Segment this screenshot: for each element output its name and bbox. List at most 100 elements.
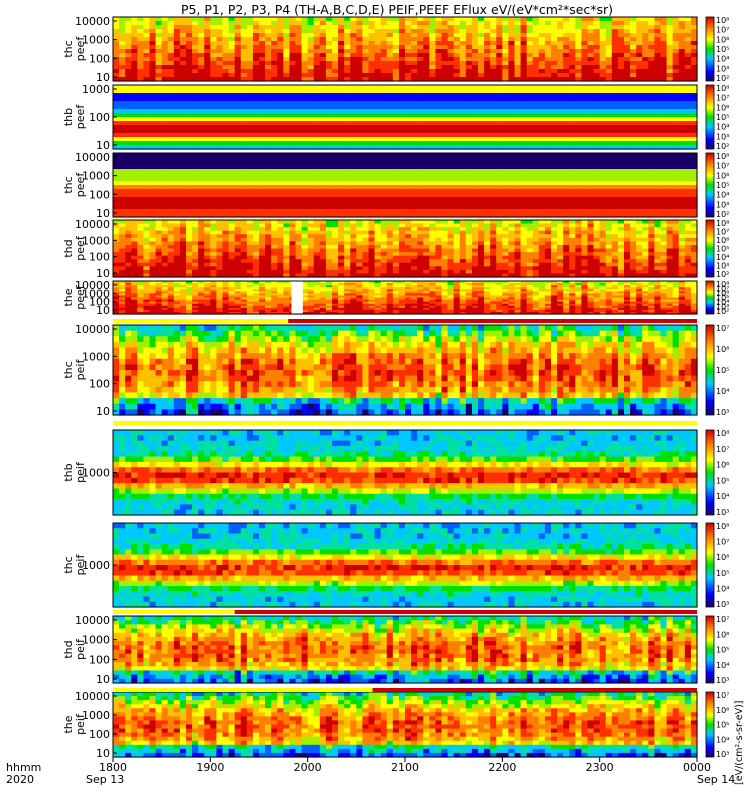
heatmap-cell xyxy=(551,181,558,186)
heatmap-cell xyxy=(563,197,570,202)
heatmap-cell xyxy=(612,193,619,198)
heatmap-cell xyxy=(113,231,120,235)
heatmap-cell xyxy=(399,25,406,30)
heatmap-cell xyxy=(533,181,540,186)
heatmap-cell xyxy=(490,61,497,66)
heatmap-cell xyxy=(399,117,406,122)
heatmap-cell xyxy=(551,153,558,158)
heatmap-cell xyxy=(448,57,455,62)
heatmap-cell xyxy=(277,29,284,34)
heatmap-cell xyxy=(490,129,497,134)
heatmap-cell xyxy=(575,45,582,50)
heatmap-cell xyxy=(575,121,582,126)
heatmap-cell xyxy=(314,153,321,158)
heatmap-cell xyxy=(186,113,193,118)
heatmap-cell xyxy=(143,85,150,90)
heatmap-cell xyxy=(180,193,187,198)
heatmap-cell xyxy=(551,105,558,110)
heatmap-cell xyxy=(393,97,400,102)
heatmap-cell xyxy=(156,45,163,50)
heatmap-cell xyxy=(271,49,278,54)
heatmap-cell xyxy=(283,205,290,210)
heatmap-cell xyxy=(271,73,278,78)
heatmap-cell xyxy=(466,173,473,178)
heatmap-cell xyxy=(423,69,430,74)
heatmap-cell xyxy=(210,93,217,98)
heatmap-cell xyxy=(654,177,661,182)
heatmap-cell xyxy=(648,73,655,78)
heatmap-cell xyxy=(216,227,223,231)
heatmap-cell xyxy=(612,133,619,138)
heatmap-cell xyxy=(442,93,449,98)
heatmap-cell xyxy=(259,165,266,170)
heatmap-cell xyxy=(332,137,339,142)
heatmap-cell xyxy=(277,165,284,170)
heatmap-cell xyxy=(131,245,138,249)
heatmap-cell xyxy=(350,21,357,26)
heatmap-cell xyxy=(563,69,570,74)
heatmap-cell xyxy=(393,137,400,142)
heatmap-cell xyxy=(289,141,296,146)
heatmap-cell xyxy=(527,113,534,118)
heatmap-cell xyxy=(265,205,272,210)
heatmap-cell xyxy=(210,17,217,22)
heatmap-cell xyxy=(375,153,382,158)
heatmap-cell xyxy=(581,61,588,66)
heatmap-cell xyxy=(356,201,363,206)
heatmap-cell xyxy=(636,41,643,46)
heatmap-cell xyxy=(302,193,309,198)
heatmap-cell xyxy=(156,137,163,142)
heatmap-cell xyxy=(332,197,339,202)
heatmap-cell xyxy=(125,185,132,190)
heatmap-cell xyxy=(527,45,534,50)
heatmap-cell xyxy=(241,105,248,110)
heatmap-cell xyxy=(229,109,236,114)
heatmap-cell xyxy=(302,121,309,126)
heatmap-cell xyxy=(654,101,661,106)
heatmap-cell xyxy=(490,93,497,98)
heatmap-cell xyxy=(223,93,230,98)
heatmap-cell xyxy=(362,53,369,58)
heatmap-cell xyxy=(180,209,187,214)
colorbar-tick-label: 10⁸ xyxy=(716,16,729,25)
heatmap-cell xyxy=(606,33,613,38)
heatmap-cell xyxy=(569,189,576,194)
heatmap-cell xyxy=(594,185,601,190)
heatmap-cell xyxy=(624,113,631,118)
heatmap-cell xyxy=(685,105,692,110)
heatmap-cell xyxy=(113,169,120,174)
heatmap-cell xyxy=(521,45,528,50)
heatmap-cell xyxy=(162,129,169,134)
heatmap-cell xyxy=(648,185,655,190)
heatmap-cell xyxy=(654,129,661,134)
heatmap-cell xyxy=(223,256,230,260)
heatmap-cell xyxy=(600,197,607,202)
heatmap-cell xyxy=(223,121,230,126)
heatmap-cell xyxy=(174,157,181,162)
heatmap-cell xyxy=(521,173,528,178)
heatmap-cell xyxy=(502,173,509,178)
heatmap-cell xyxy=(490,109,497,114)
heatmap-cell xyxy=(241,61,248,66)
heatmap-cell xyxy=(642,33,649,38)
heatmap-cell xyxy=(454,25,461,30)
heatmap-cell xyxy=(551,125,558,130)
heatmap-cell xyxy=(350,69,357,74)
heatmap-cell xyxy=(113,137,120,142)
heatmap-cell xyxy=(417,193,424,198)
heatmap-cell xyxy=(551,101,558,106)
colorbar-tick-label: 10² xyxy=(716,74,729,83)
heatmap-cell xyxy=(186,263,193,267)
heatmap-cell xyxy=(679,117,686,122)
heatmap-cell xyxy=(216,249,223,253)
heatmap-cell xyxy=(119,109,126,114)
heatmap-cell xyxy=(320,209,327,214)
heatmap-cell xyxy=(399,97,406,102)
heatmap-cell xyxy=(636,129,643,134)
heatmap-cell xyxy=(399,169,406,174)
heatmap-cell xyxy=(162,137,169,142)
heatmap-cell xyxy=(648,165,655,170)
heatmap-cell xyxy=(563,93,570,98)
heatmap-cell xyxy=(344,25,351,30)
heatmap-cell xyxy=(423,37,430,42)
